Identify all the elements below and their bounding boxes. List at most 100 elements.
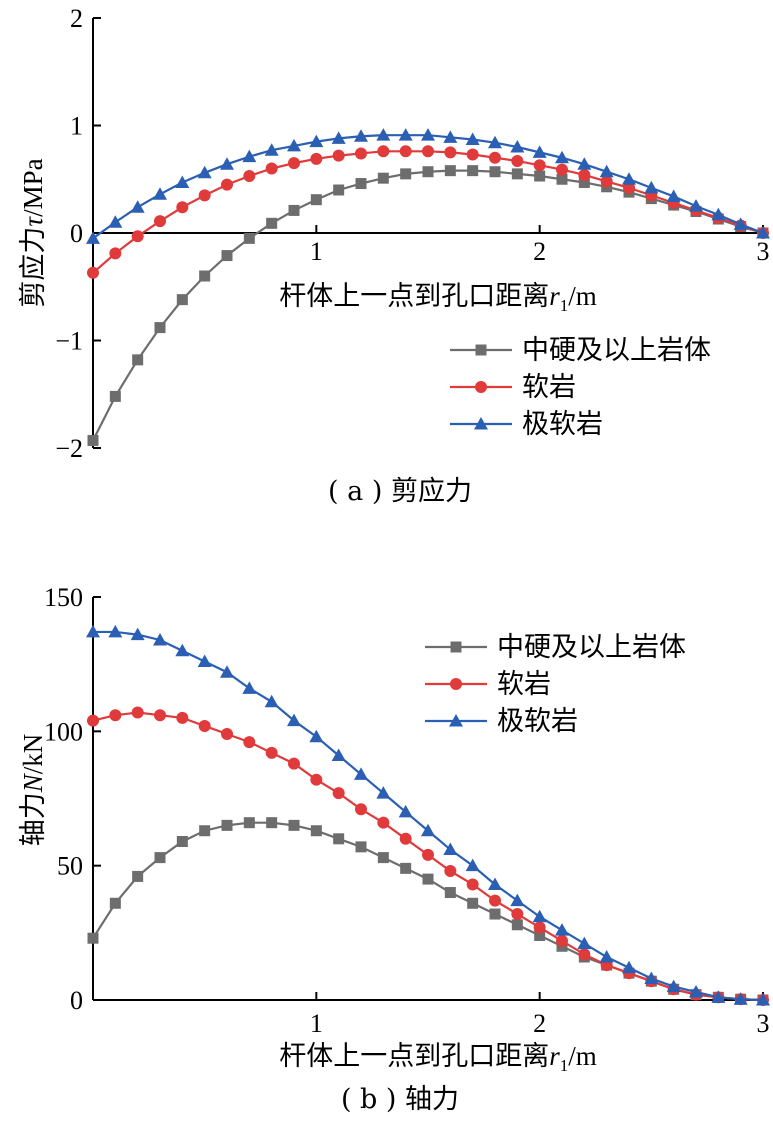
x-tick-label: 3: [757, 237, 770, 266]
x-axis-label-main: 杆体上一点到孔口距离: [279, 281, 549, 312]
legend-marker: [450, 678, 462, 690]
y-axis-label-main: 剪应力: [18, 227, 49, 308]
legend-label: 极软岩: [497, 706, 578, 737]
data-point: [354, 767, 368, 780]
data-point: [534, 170, 546, 182]
legend-item: 软岩: [425, 669, 551, 700]
x-axis-label-unit: /m: [568, 1041, 597, 1071]
y-tick-label: 150: [44, 583, 83, 612]
data-point: [288, 819, 300, 831]
data-point: [221, 728, 233, 741]
y-axis-label-var: N: [18, 772, 48, 793]
data-point: [287, 713, 301, 727]
data-point: [622, 172, 636, 185]
series-circle: [87, 706, 769, 1006]
legend-marker: [450, 641, 462, 653]
data-point: [333, 184, 345, 196]
data-point: [86, 624, 100, 638]
data-point: [666, 979, 681, 993]
data-point: [331, 748, 346, 762]
data-point: [711, 207, 726, 221]
data-point: [87, 932, 99, 944]
data-point: [600, 175, 613, 188]
data-point: [377, 172, 389, 184]
legend-marker: [475, 381, 487, 393]
legend-marker: [475, 344, 487, 356]
data-point: [622, 960, 636, 974]
series-square: [87, 817, 769, 1006]
y-axis-label-main: 轴力: [18, 792, 49, 846]
data-point: [555, 923, 569, 936]
data-point: [108, 215, 123, 228]
legend-label: 软岩: [497, 669, 551, 700]
legend-item: 极软岩: [425, 706, 578, 737]
data-point: [733, 992, 748, 1005]
data-point: [265, 746, 278, 759]
data-point: [444, 887, 456, 899]
data-point: [465, 858, 480, 872]
data-point: [510, 140, 525, 153]
data-point: [131, 706, 144, 719]
data-point: [309, 729, 324, 743]
x-axis-label: 杆体上一点到孔口距离r1/m: [279, 281, 597, 315]
data-point: [511, 154, 524, 167]
data-point: [489, 166, 501, 178]
data-point: [109, 709, 122, 722]
series-triangle: [86, 624, 770, 1006]
legend-label: 中硬及以上岩体: [497, 632, 686, 663]
x-tick-label: 2: [533, 1009, 546, 1038]
data-point: [443, 842, 458, 856]
x-tick-label: 3: [757, 1009, 770, 1038]
data-point: [243, 736, 256, 749]
y-tick-label: −2: [55, 434, 83, 463]
data-point: [599, 164, 614, 178]
legend-label: 中硬及以上岩体: [522, 335, 711, 366]
data-point: [556, 163, 568, 176]
data-point: [87, 266, 99, 279]
data-point: [264, 143, 279, 156]
data-point: [533, 921, 546, 934]
data-point: [465, 132, 480, 145]
data-point: [310, 773, 323, 786]
y-tick-label: 0: [70, 986, 83, 1015]
legend-item: 软岩: [450, 372, 576, 403]
data-point: [711, 990, 726, 1003]
legend-item: 极软岩: [450, 409, 603, 440]
data-point: [132, 870, 144, 882]
x-axis-label-var: r: [549, 1041, 560, 1071]
data-point: [266, 817, 278, 829]
data-point: [242, 149, 257, 163]
x-axis-label: 杆体上一点到孔口距离r1/m: [279, 1041, 597, 1075]
data-point: [578, 176, 590, 188]
data-point: [422, 166, 434, 178]
data-point: [266, 217, 278, 229]
data-point: [355, 803, 367, 816]
series-circle: [87, 145, 769, 279]
data-point: [153, 632, 167, 646]
y-tick-label: 1: [70, 112, 83, 141]
data-point: [131, 230, 144, 243]
data-point: [221, 250, 233, 262]
x-tick-label: 1: [310, 237, 323, 266]
x-axis-label-sub: 1: [560, 1056, 569, 1075]
y-tick-label: 0: [70, 219, 83, 248]
data-point: [176, 835, 188, 847]
data-point: [488, 135, 502, 149]
y-tick-label: 100: [44, 717, 83, 746]
data-point: [398, 128, 413, 141]
data-point: [488, 877, 502, 890]
y-axis-label: 剪应力τ/MPa: [18, 158, 49, 307]
data-point: [109, 390, 121, 402]
data-point: [533, 159, 546, 172]
data-point: [644, 971, 659, 985]
x-axis-label-var: r: [549, 281, 560, 311]
data-point: [623, 181, 635, 194]
data-point: [197, 654, 212, 667]
data-point: [355, 178, 367, 190]
y-tick-label: 50: [57, 852, 83, 881]
data-point: [264, 694, 279, 708]
y-axis-label: 轴力N/kN: [18, 734, 49, 847]
data-point: [400, 862, 412, 874]
legend-item: 中硬及以上岩体: [425, 632, 686, 663]
